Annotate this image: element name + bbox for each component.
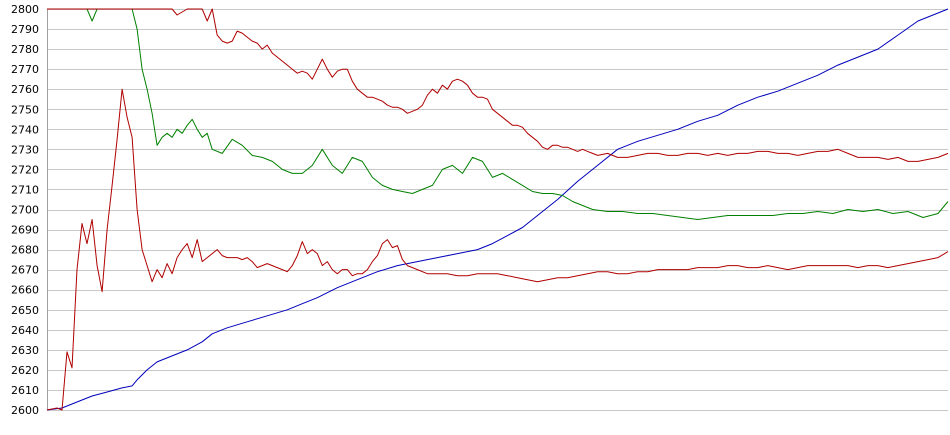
series-line-3 [46,88,949,411]
y-tick-label-2800: 2800 [11,3,39,16]
series-lines [46,8,949,411]
series-line-1 [46,8,949,411]
y-tick-label-2790: 2790 [11,23,39,36]
y-tick-label-2620: 2620 [11,364,39,377]
y-tick-label-2770: 2770 [11,63,39,76]
y-tick-label-2600: 2600 [11,404,39,417]
gridlines [47,9,948,411]
y-tick-label-2710: 2710 [11,183,39,196]
y-tick-label-2760: 2760 [11,83,39,96]
y-tick-label-2740: 2740 [11,123,39,136]
y-tick-label-2690: 2690 [11,224,39,237]
y-tick-label-2750: 2750 [11,103,39,116]
y-tick-label-2640: 2640 [11,324,39,337]
y-tick-label-2670: 2670 [11,264,39,277]
y-tick-label-2650: 2650 [11,304,39,317]
y-tick-label-2610: 2610 [11,384,39,397]
y-tick-label-2680: 2680 [11,244,39,257]
y-tick-label-2730: 2730 [11,143,39,156]
y-tick-label-2720: 2720 [11,163,39,176]
y-tick-label-2780: 2780 [11,43,39,56]
series-line-2 [47,8,949,220]
y-axis-tick-labels: 2600 2610 2620 2630 2640 2650 2660 2670 2680 2690… [11,3,39,417]
series-line-4 [47,8,949,162]
y-tick-label-2700: 2700 [11,204,39,217]
y-tick-label-2630: 2630 [11,344,39,357]
y-tick-label-2660: 2660 [11,284,39,297]
